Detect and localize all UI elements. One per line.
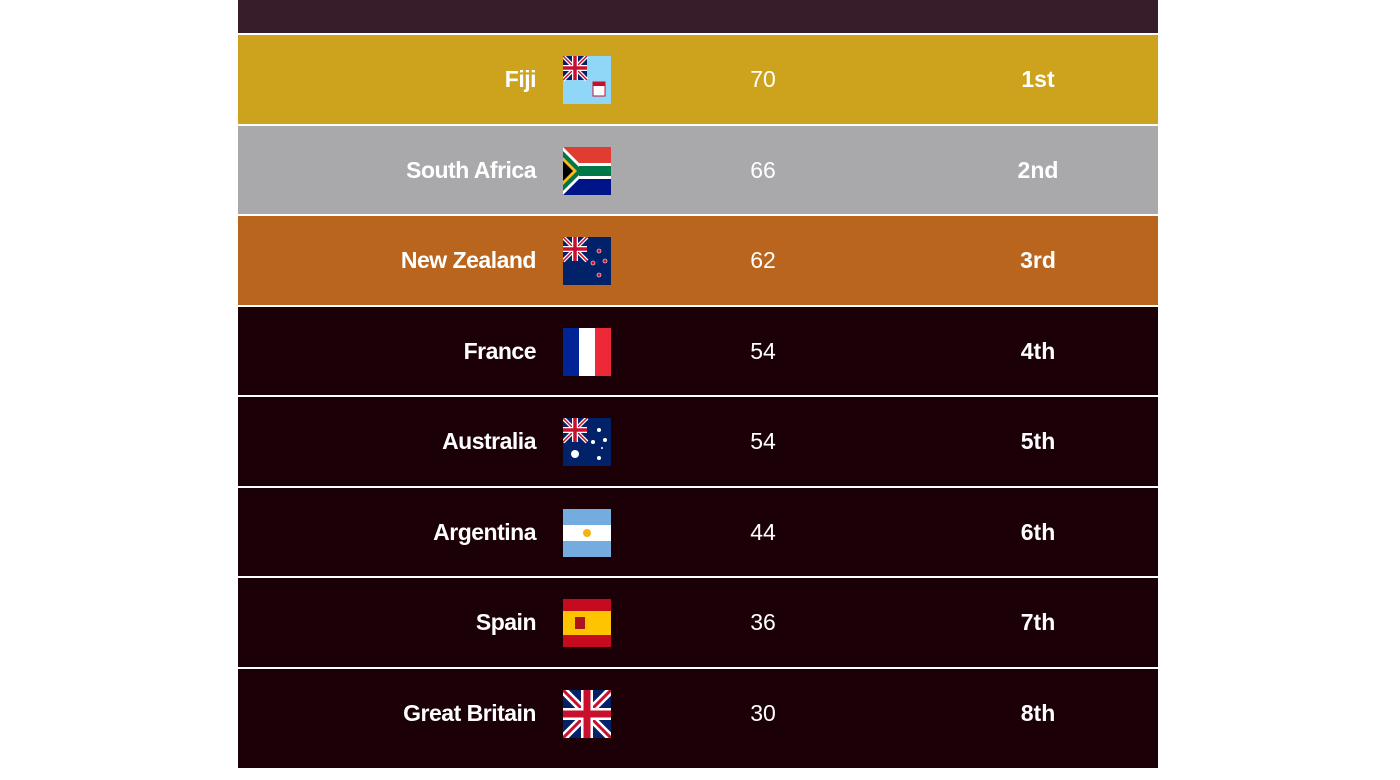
points: 54 bbox=[750, 337, 776, 364]
points: 36 bbox=[750, 609, 776, 635]
fiji-flag-icon bbox=[563, 56, 611, 104]
country-name: Great Britain bbox=[403, 699, 536, 726]
country-name: Spain bbox=[475, 609, 537, 635]
position: 8th bbox=[1020, 699, 1056, 726]
table-row: Great Britain 30 8th bbox=[238, 668, 1158, 768]
country-name: New Zealand bbox=[400, 247, 537, 273]
points: 44 bbox=[750, 518, 776, 545]
table-row: Fiji 70 1st bbox=[238, 35, 1158, 124]
france-flag-icon bbox=[563, 327, 611, 376]
standings-table: Fiji 70 1st South Africa 66 2nd New Zealan… bbox=[238, 0, 1158, 770]
table-row: New Zealand 62 3rd bbox=[238, 216, 1158, 305]
points: 62 bbox=[750, 247, 776, 273]
great-britain-flag-icon bbox=[563, 689, 611, 738]
points: 54 bbox=[750, 428, 776, 454]
country-name: South Africa bbox=[406, 156, 536, 183]
table-header bbox=[238, 0, 1158, 33]
position: 7th bbox=[1020, 609, 1056, 635]
table-row: Spain 36 7th bbox=[238, 578, 1158, 667]
country-name: Argentina bbox=[433, 518, 536, 545]
new-zealand-flag-icon bbox=[563, 237, 611, 285]
table-row: France 54 4th bbox=[238, 306, 1158, 395]
country-name: Australia bbox=[442, 428, 536, 454]
table-row: Australia 54 5th bbox=[238, 397, 1158, 486]
position: 5th bbox=[1020, 428, 1056, 454]
country-name: Fiji bbox=[504, 66, 537, 92]
table-row: South Africa 66 2nd bbox=[238, 125, 1158, 214]
south-africa-flag-icon bbox=[563, 146, 611, 195]
country-name: France bbox=[463, 337, 537, 364]
points: 30 bbox=[750, 699, 776, 726]
position: 2nd bbox=[1017, 156, 1059, 183]
spain-flag-icon bbox=[563, 599, 611, 647]
position: 6th bbox=[1020, 518, 1056, 545]
table-row: Argentina 44 6th bbox=[238, 487, 1158, 576]
argentina-flag-icon bbox=[563, 508, 611, 557]
points: 70 bbox=[750, 66, 776, 92]
position: 4th bbox=[1020, 337, 1056, 364]
position: 3rd bbox=[1020, 247, 1056, 273]
points: 66 bbox=[750, 156, 776, 183]
australia-flag-icon bbox=[563, 418, 611, 466]
position: 1st bbox=[1021, 66, 1055, 92]
